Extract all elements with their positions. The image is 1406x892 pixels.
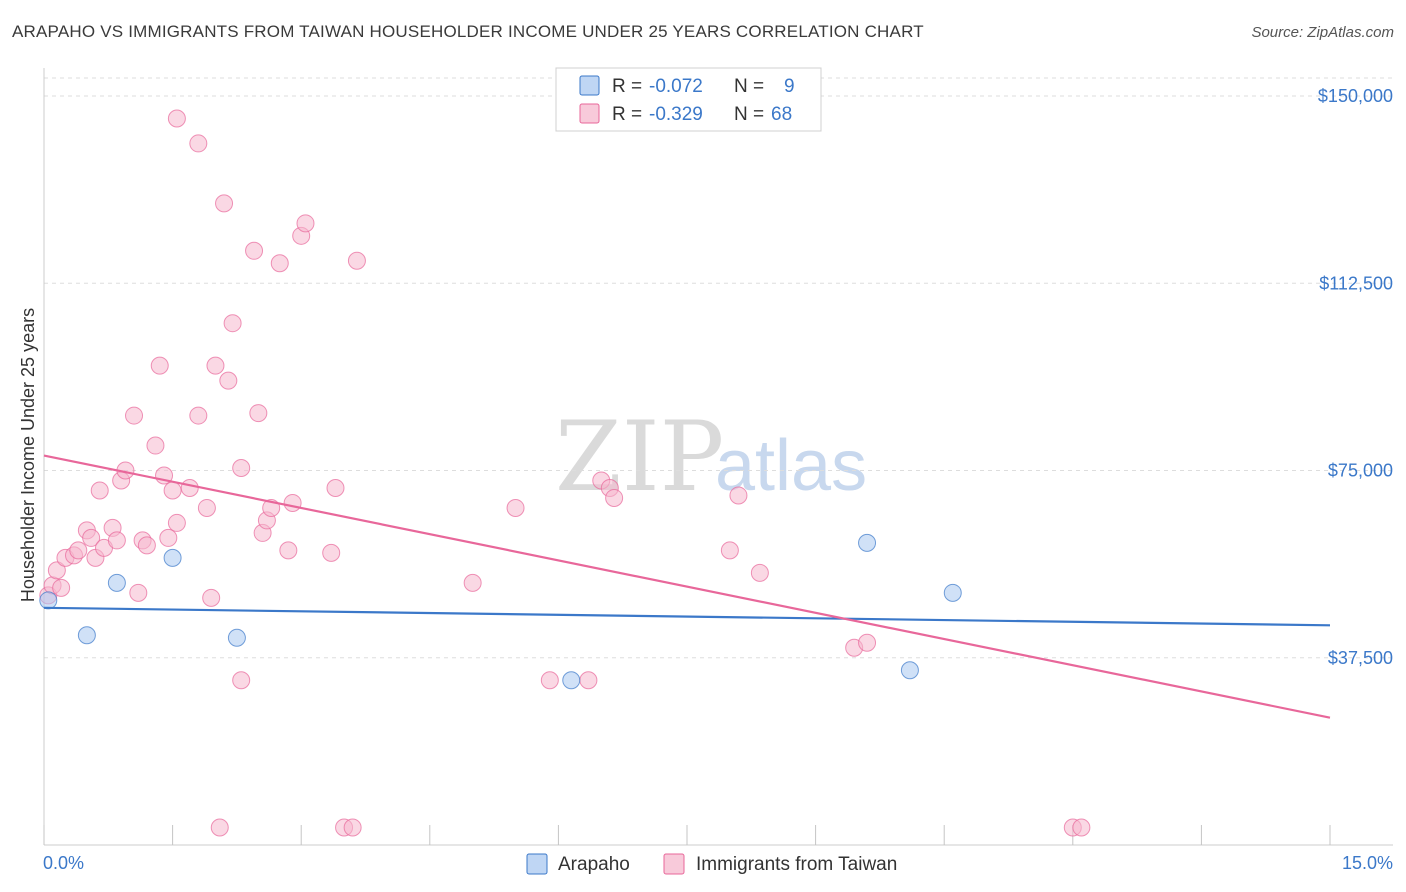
- legend-r-label-1: R =: [612, 76, 642, 97]
- data-point: [506, 498, 525, 517]
- data-point: [39, 591, 58, 610]
- y-tick-label: $112,500: [1319, 273, 1393, 293]
- data-point: [223, 314, 242, 333]
- data-point: [90, 481, 109, 500]
- legend-n-label-2: N =: [734, 104, 764, 125]
- data-point: [326, 478, 345, 497]
- data-point: [107, 573, 126, 592]
- data-point: [77, 626, 96, 645]
- data-point: [283, 493, 302, 512]
- legend-swatch-bottom-taiwan: [663, 853, 685, 875]
- y-axis-title: Householder Income Under 25 years: [18, 308, 38, 602]
- data-point: [245, 241, 264, 260]
- correlation-legend: R = -0.072 N = 9 R = -0.329 N = 68: [555, 67, 822, 132]
- watermark: ZIP atlas: [555, 401, 867, 513]
- trend-line-arapaho: [43, 606, 1331, 627]
- legend-swatch-taiwan: [579, 103, 600, 124]
- data-point: [69, 541, 88, 560]
- legend-box: [555, 67, 822, 132]
- data-point: [720, 541, 739, 560]
- data-point: [219, 371, 238, 390]
- data-point: [52, 578, 71, 597]
- data-point: [296, 214, 315, 233]
- data-point: [343, 818, 362, 837]
- data-point: [227, 628, 246, 647]
- data-point: [206, 356, 225, 375]
- data-point: [232, 671, 251, 690]
- watermark-zip: ZIP: [555, 401, 724, 513]
- data-point: [159, 528, 178, 547]
- data-point: [279, 541, 298, 560]
- data-point: [249, 404, 268, 423]
- data-point: [943, 583, 962, 602]
- legend-r-label-2: R =: [612, 104, 642, 125]
- data-point: [750, 563, 769, 582]
- data-point: [605, 488, 624, 507]
- data-point: [562, 671, 581, 690]
- y-tick-label: $75,000: [1328, 461, 1393, 481]
- legend-n-value-2: 68: [771, 104, 792, 125]
- data-point: [900, 661, 919, 680]
- data-point: [167, 109, 186, 128]
- legend-r-value-2: -0.329: [649, 104, 703, 125]
- trend-line-taiwan: [43, 454, 1331, 719]
- y-tick-label: $37,500: [1328, 648, 1393, 668]
- data-point: [347, 251, 366, 270]
- data-point: [129, 583, 148, 602]
- legend-n-value-1: 9: [784, 76, 795, 97]
- data-point: [125, 406, 144, 425]
- x-tick-label-max: 15.0%: [1342, 853, 1393, 873]
- data-point: [163, 548, 182, 567]
- legend-label-taiwan: Immigrants from Taiwan: [696, 854, 897, 875]
- chart-title: ARAPAHO VS IMMIGRANTS FROM TAIWAN HOUSEH…: [12, 22, 924, 41]
- data-point: [197, 498, 216, 517]
- data-point: [540, 671, 559, 690]
- y-tick-labels: $37,500 $75,000 $112,500 $150,000: [1318, 86, 1393, 668]
- data-point: [150, 356, 169, 375]
- x-tick-label-min: 0.0%: [43, 853, 84, 873]
- source-label: Source: ZipAtlas.com: [1251, 24, 1394, 41]
- data-point: [210, 818, 229, 837]
- data-point: [180, 478, 199, 497]
- legend-swatch-arapaho: [579, 75, 600, 96]
- legend-n-label-1: N =: [734, 76, 764, 97]
- legend-label-arapaho: Arapaho: [558, 854, 630, 875]
- data-point: [322, 543, 341, 562]
- trend-lines: [43, 454, 1331, 719]
- data-point: [189, 134, 208, 153]
- data-point: [858, 633, 877, 652]
- data-point: [215, 194, 234, 213]
- series-arapaho-points: [39, 533, 962, 690]
- data-point: [729, 486, 748, 505]
- data-point: [1072, 818, 1091, 837]
- data-point: [82, 528, 101, 547]
- data-point: [167, 513, 186, 532]
- data-point: [107, 531, 126, 550]
- series-legend: Arapaho Immigrants from Taiwan: [526, 853, 897, 875]
- data-point: [146, 436, 165, 455]
- grid: [44, 77, 1393, 659]
- data-point: [463, 573, 482, 592]
- y-tick-label: $150,000: [1318, 86, 1393, 106]
- legend-swatch-bottom-arapaho: [526, 853, 548, 875]
- data-point: [47, 561, 66, 580]
- data-point: [137, 536, 156, 555]
- data-point: [232, 459, 251, 478]
- data-point: [270, 254, 289, 273]
- data-point: [202, 588, 221, 607]
- legend-r-value-1: -0.072: [649, 76, 703, 97]
- data-point: [579, 671, 598, 690]
- data-point: [189, 406, 208, 425]
- data-point: [858, 533, 877, 552]
- data-point: [163, 481, 182, 500]
